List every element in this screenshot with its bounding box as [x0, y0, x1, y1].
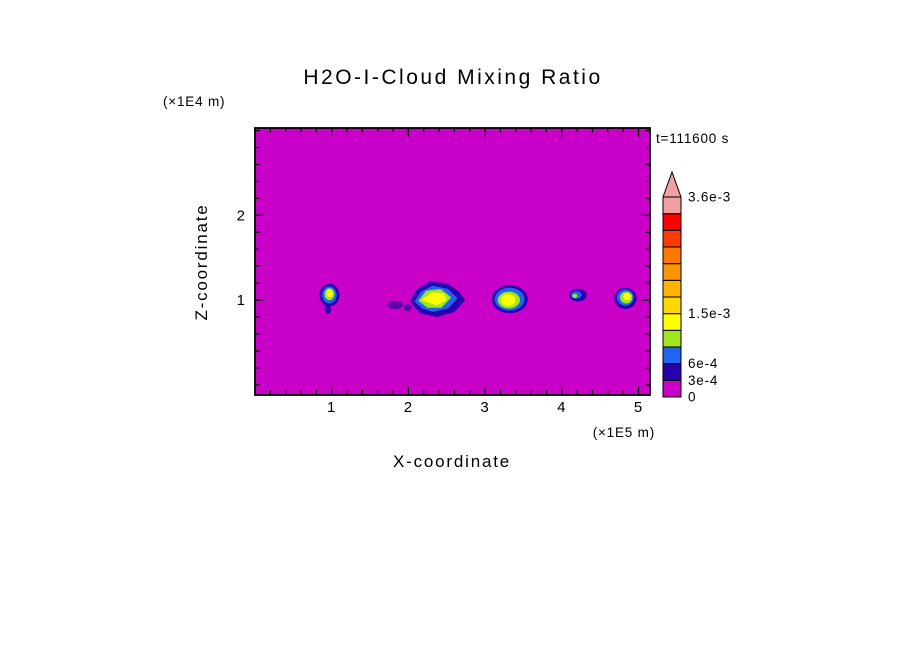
plot-background — [255, 128, 650, 395]
x-tick-label: 1 — [327, 399, 336, 416]
x-tick-label: 4 — [557, 399, 566, 416]
colorbar-segment — [662, 279, 682, 298]
colorbar-segment — [662, 346, 682, 365]
colorbar-segment — [662, 213, 682, 231]
colorbar-segment — [662, 296, 682, 315]
axis-tick-labels: 1 2 3 4 5 1 2 — [237, 207, 643, 416]
cloud-blob-2 — [421, 292, 447, 306]
colorbar-segment — [662, 379, 682, 398]
colorbar-label: 0 — [688, 390, 696, 405]
colorbar-segment — [662, 329, 682, 348]
y-axis-unit-label: (×1E4 m) — [163, 94, 225, 109]
cloud-blob-4 — [572, 293, 578, 298]
colorbar-segment — [662, 313, 682, 331]
x-axis-label: X-coordinate — [393, 452, 511, 471]
cloud-blob-1 — [326, 289, 333, 298]
timestamp-label: t=111600 s — [656, 131, 729, 146]
colorbar-label: 1.5e-3 — [688, 306, 731, 321]
x-tick-label: 5 — [634, 399, 643, 416]
colorbar-label: 6e-4 — [688, 356, 718, 371]
cloud-smudge — [387, 300, 404, 310]
colorbar-segment — [662, 196, 682, 215]
cloud-smudge — [403, 304, 412, 312]
colorbar-label: 3e-4 — [688, 373, 718, 388]
colorbar-label: 3.6e-3 — [688, 190, 731, 205]
colorbar-segment — [662, 229, 682, 248]
colorbar-segment — [662, 263, 682, 281]
colorbar-overflow-arrow — [662, 170, 682, 198]
plot-frame — [254, 127, 651, 396]
y-tick-label: 1 — [237, 292, 246, 309]
x-tick-label: 3 — [480, 399, 489, 416]
plot-area — [254, 127, 651, 396]
y-axis-label: Z-coordinate — [192, 203, 211, 320]
colorbar: 3.6e-3 1.5e-3 6e-4 3e-4 0 — [662, 170, 731, 405]
cloud-blob-1 — [324, 304, 331, 315]
plot-title: H2O-I-Cloud Mixing Ratio — [303, 66, 602, 89]
axis-ticks — [255, 128, 650, 395]
colorbar-segment — [662, 363, 682, 381]
cloud-blob-3 — [500, 294, 516, 307]
cloud-blob-5 — [623, 293, 631, 301]
x-axis-unit-label: (×1E5 m) — [593, 425, 655, 440]
y-tick-label: 2 — [237, 207, 246, 224]
x-tick-label: 2 — [404, 399, 413, 416]
colorbar-segment — [662, 246, 682, 265]
